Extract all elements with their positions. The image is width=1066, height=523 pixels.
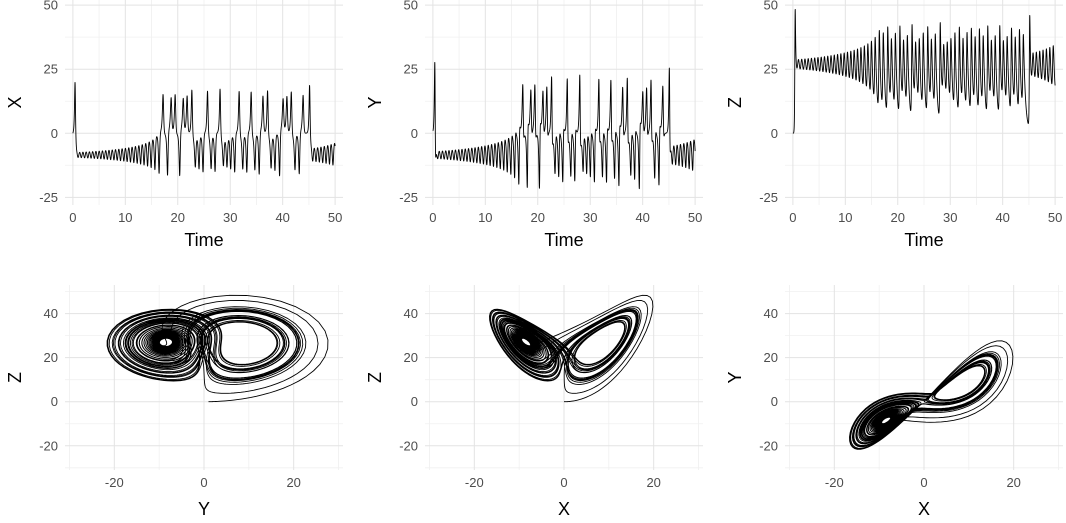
y-tick-label: 50 <box>764 0 778 13</box>
x-tick-label: 0 <box>789 210 796 225</box>
x-tick-label: 20 <box>531 210 545 225</box>
trajectory-line <box>489 295 652 401</box>
x-tick-label: 50 <box>1048 210 1062 225</box>
y-tick-label: -20 <box>759 438 778 453</box>
y-tick-label: 20 <box>404 350 418 365</box>
panel-3: 0 10 20 30 40 50 -25 0 25 50 Time Z <box>725 0 1063 250</box>
y-tick-label: 40 <box>764 306 778 321</box>
x-tick-label: 50 <box>328 210 342 225</box>
x-tick-label: 0 <box>920 475 927 490</box>
y-tick-label: 20 <box>764 350 778 365</box>
y-tick-label: 0 <box>51 394 58 409</box>
y-tick-label: 25 <box>44 62 58 77</box>
y-tick-label: 50 <box>44 0 58 13</box>
y-tick-label: 50 <box>404 0 418 13</box>
y-tick-label: -25 <box>759 190 778 205</box>
y-tick-label: 0 <box>411 126 418 141</box>
x-tick-label: 30 <box>583 210 597 225</box>
x-tick-label: 20 <box>1006 475 1020 490</box>
x-axis-title: Time <box>184 230 223 250</box>
x-tick-label: 20 <box>171 210 185 225</box>
trajectory-line <box>849 341 1012 449</box>
y-tick-label: 0 <box>51 126 58 141</box>
y-tick-label: -25 <box>39 190 58 205</box>
panel-6: -20 0 20 -20 0 20 40 X Y <box>725 285 1063 519</box>
x-axis-title: Time <box>904 230 943 250</box>
x-tick-label: 10 <box>838 210 852 225</box>
x-tick-label: 0 <box>560 475 567 490</box>
y-tick-label: 0 <box>771 394 778 409</box>
y-axis-title: Y <box>365 96 385 108</box>
y-axis-title: X <box>5 96 25 108</box>
y-tick-label: 0 <box>411 394 418 409</box>
panel-1: 0 10 20 30 40 50 -25 0 25 50 Time X <box>5 0 343 250</box>
x-axis-title: X <box>918 499 930 519</box>
y-tick-label: 0 <box>771 126 778 141</box>
x-tick-label: 10 <box>478 210 492 225</box>
y-tick-label: 40 <box>44 306 58 321</box>
x-tick-label: 40 <box>995 210 1009 225</box>
y-axis-title: Z <box>365 372 385 383</box>
y-tick-label: 40 <box>404 306 418 321</box>
y-tick-label: 20 <box>44 350 58 365</box>
x-tick-label: 20 <box>646 475 660 490</box>
x-tick-label: 40 <box>635 210 649 225</box>
panel-2: 0 10 20 30 40 50 -25 0 25 50 Time Y <box>365 0 703 250</box>
y-tick-label: 25 <box>404 62 418 77</box>
x-axis-title: X <box>558 499 570 519</box>
y-tick-label: -25 <box>399 190 418 205</box>
x-tick-label: 0 <box>69 210 76 225</box>
y-axis-title: Z <box>5 372 25 383</box>
x-tick-label: 0 <box>200 475 207 490</box>
y-tick-label: -20 <box>399 438 418 453</box>
x-tick-label: 20 <box>891 210 905 225</box>
panel-4: -20 0 20 -20 0 20 40 Y Z <box>5 285 343 519</box>
trajectory-line <box>107 295 328 401</box>
y-tick-label: -20 <box>39 438 58 453</box>
y-tick-label: 25 <box>764 62 778 77</box>
x-tick-label: 0 <box>429 210 436 225</box>
x-tick-label: 30 <box>223 210 237 225</box>
x-tick-label: -20 <box>465 475 484 490</box>
y-axis-title: Y <box>725 371 745 383</box>
x-tick-label: 40 <box>275 210 289 225</box>
x-tick-label: 50 <box>688 210 702 225</box>
x-tick-label: 30 <box>943 210 957 225</box>
x-tick-label: -20 <box>105 475 124 490</box>
x-tick-label: 20 <box>286 475 300 490</box>
x-tick-label: -20 <box>825 475 844 490</box>
x-axis-title: Time <box>544 230 583 250</box>
x-tick-label: 10 <box>118 210 132 225</box>
panel-5: -20 0 20 -20 0 20 40 X Z <box>365 285 703 519</box>
y-axis-title: Z <box>725 97 745 108</box>
x-axis-title: Y <box>198 499 210 519</box>
